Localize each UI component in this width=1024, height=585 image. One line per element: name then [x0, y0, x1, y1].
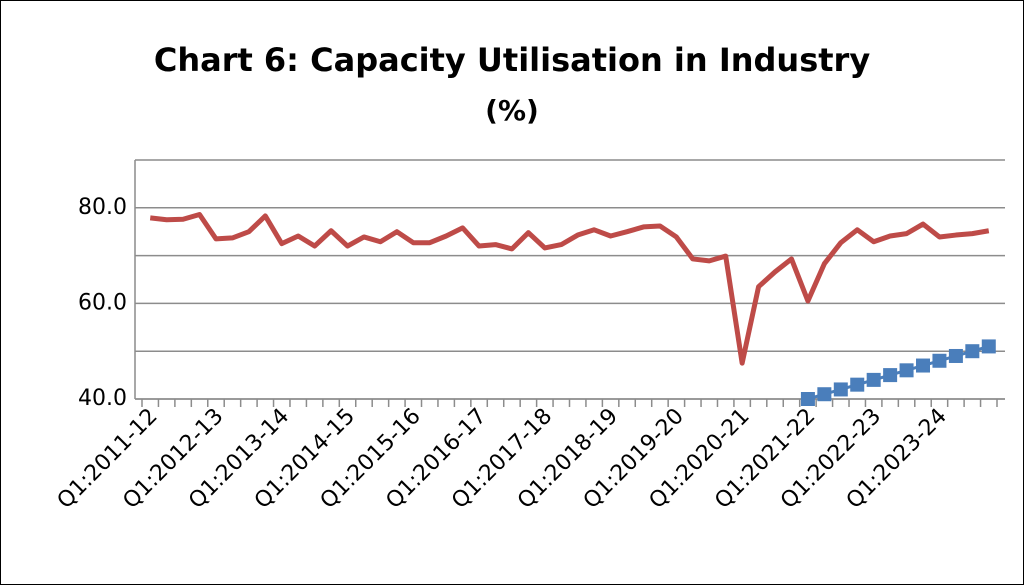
chart-title: Chart 6: Capacity Utilisation in Industr…	[154, 41, 870, 79]
marker	[883, 368, 898, 383]
marker	[932, 353, 947, 368]
marker	[965, 344, 980, 359]
marker	[916, 358, 931, 373]
marker	[817, 387, 832, 402]
marker	[981, 339, 996, 354]
y-tick-label: 40.0	[78, 386, 127, 411]
marker	[850, 377, 865, 392]
marker	[948, 348, 963, 363]
marker	[899, 363, 914, 378]
series-line	[149, 211, 990, 366]
y-tick-label: 60.0	[78, 290, 127, 315]
marker	[833, 382, 848, 397]
marker	[866, 372, 881, 387]
marker	[800, 392, 815, 406]
chart-subtitle: (%)	[485, 94, 539, 127]
y-tick-label: 80.0	[78, 195, 127, 220]
